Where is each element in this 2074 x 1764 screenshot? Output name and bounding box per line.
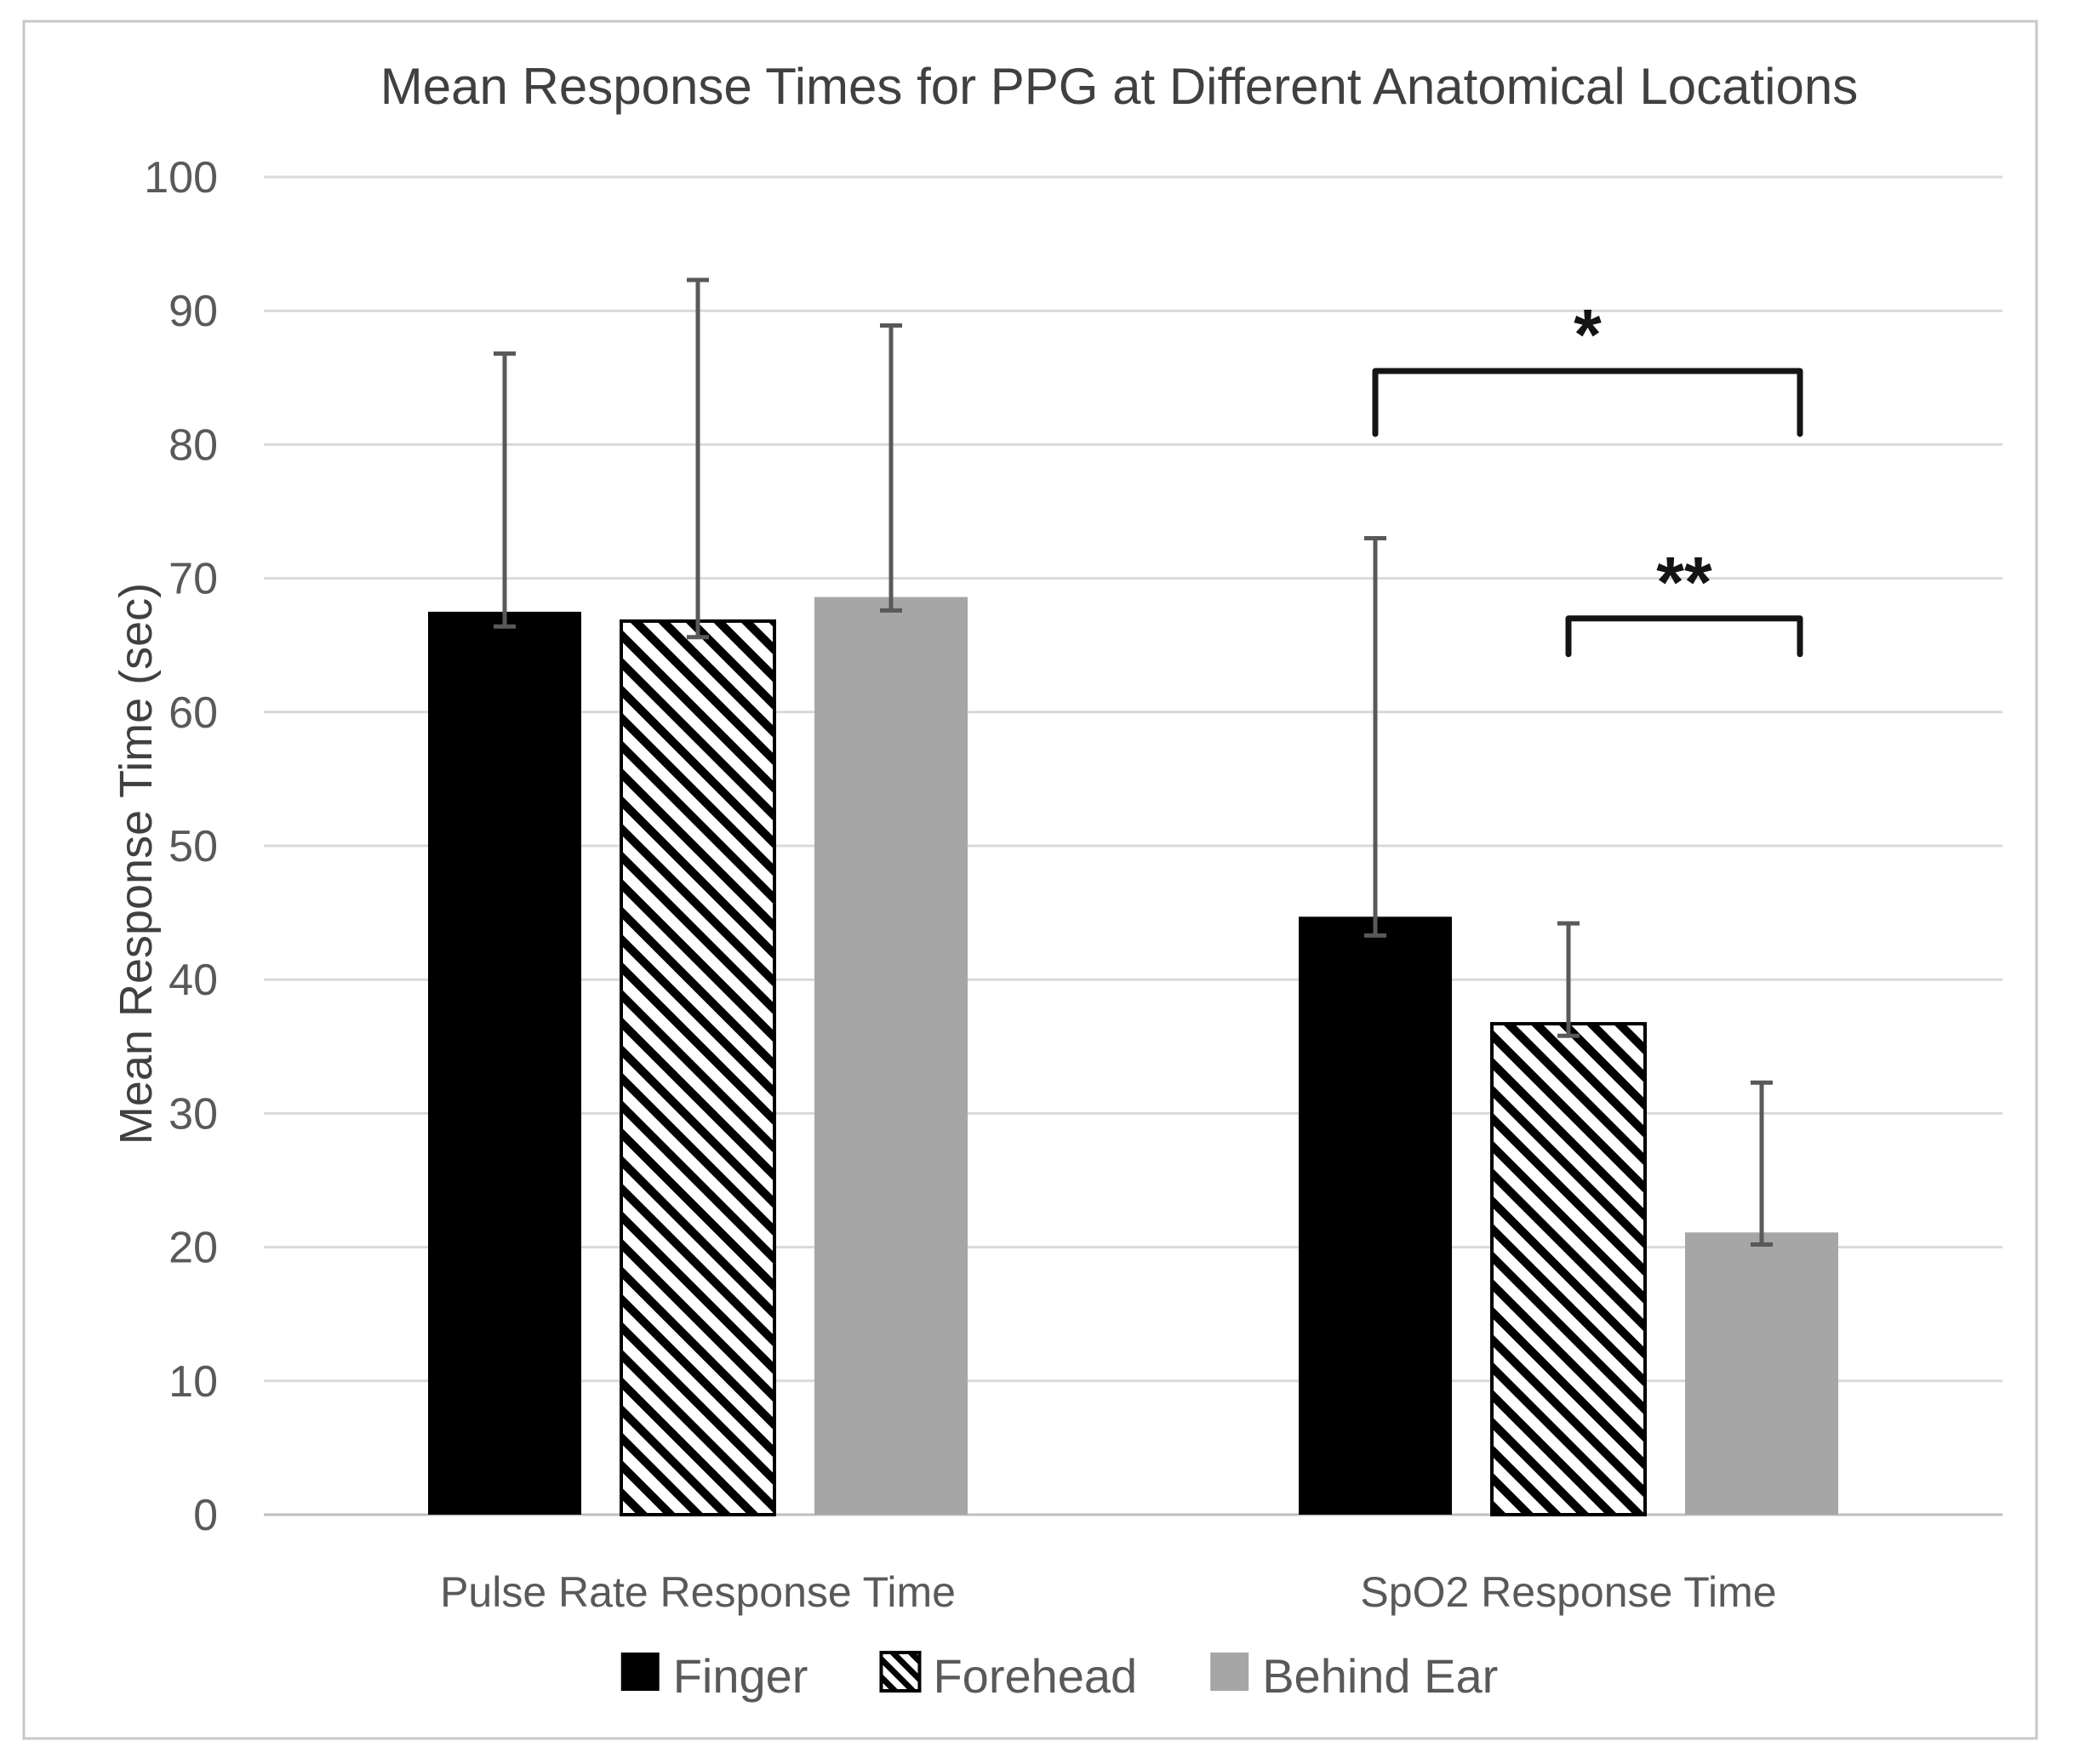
y-tick-label-100: 100 — [144, 153, 218, 203]
legend-item-finger-label: Finger — [673, 1649, 808, 1703]
significance-bracket-1 — [1372, 368, 1803, 437]
significance-brackets-layer: *** — [1372, 294, 1803, 658]
y-tick-label-20: 20 — [169, 1224, 218, 1273]
legend-item-forehead-swatch-icon — [879, 1651, 922, 1693]
category-labels-layer: Pulse Rate Response Time SpO2 Response Ti… — [440, 1568, 1777, 1616]
chart-title: Mean Response Times for PPG at Different… — [380, 58, 1858, 115]
y-axis-title: Mean Response Time (sec) — [111, 583, 162, 1145]
bar-forehead-group2 — [1490, 1022, 1647, 1517]
y-tick-label-80: 80 — [169, 420, 218, 470]
y-tick-label-70: 70 — [169, 555, 218, 604]
legend-item-forehead-label: Forehead — [933, 1649, 1137, 1703]
category-label-2: SpO2 Response Time — [1360, 1568, 1776, 1616]
y-axis-tick-labels: 0 10 20 30 40 50 60 70 80 90 100 — [144, 153, 218, 1540]
y-tick-label-10: 10 — [169, 1357, 218, 1407]
error-bars-layer — [494, 277, 1773, 1247]
figure-border — [22, 20, 2038, 1740]
bar-finger-group1 — [428, 611, 581, 1515]
bar-behind-ear-group1 — [814, 597, 968, 1516]
y-tick-label-40: 40 — [169, 956, 218, 1005]
significance-label-2: ** — [1656, 542, 1712, 622]
bars-layer — [428, 597, 1838, 1517]
legend-item-behind-ear-swatch-icon — [1210, 1653, 1249, 1691]
category-label-1: Pulse Rate Response Time — [440, 1568, 956, 1616]
significance-label-1: * — [1574, 294, 1602, 374]
y-tick-label-30: 30 — [169, 1089, 218, 1139]
significance-bracket-2 — [1565, 615, 1803, 658]
y-tick-label-90: 90 — [169, 287, 218, 336]
y-tick-label-0: 0 — [193, 1491, 218, 1540]
bar-behind-ear-group2 — [1685, 1232, 1838, 1515]
legend: Finger Forehead Behind Ear — [620, 1649, 1498, 1703]
bar-finger-group2 — [1299, 916, 1452, 1515]
legend-item-finger-swatch-icon — [620, 1653, 660, 1691]
y-tick-label-60: 60 — [169, 688, 218, 738]
legend-item-behind-ear-label: Behind Ear — [1262, 1649, 1498, 1703]
y-tick-label-50: 50 — [169, 822, 218, 871]
bar-forehead-group1 — [620, 619, 776, 1516]
